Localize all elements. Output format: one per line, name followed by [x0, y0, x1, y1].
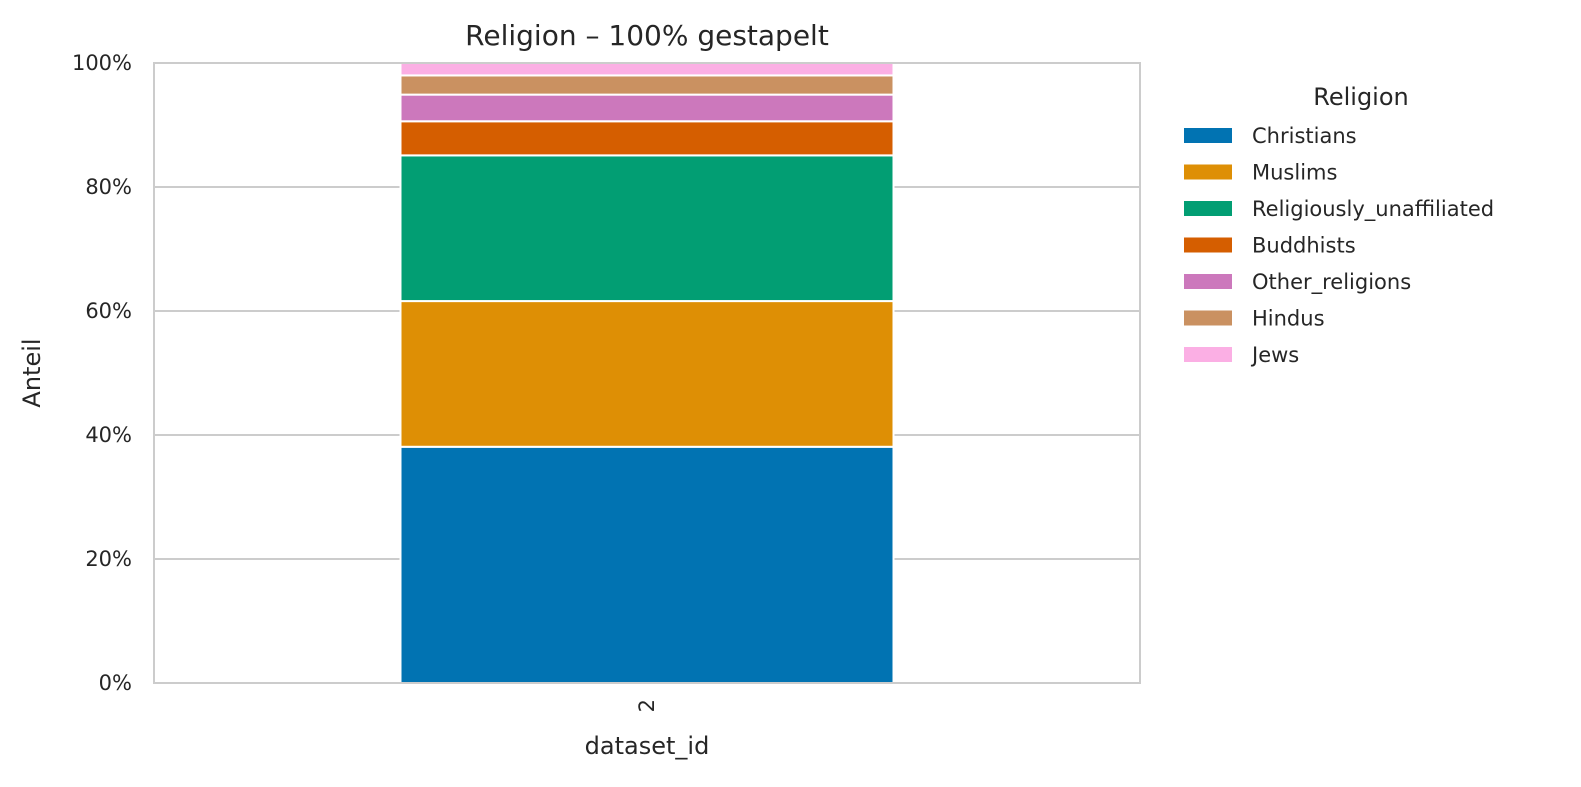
legend-label: Hindus: [1252, 307, 1325, 331]
chart-title: Religion – 100% gestapelt: [465, 19, 829, 52]
y-tick-label: 20%: [85, 547, 132, 571]
bar-segment-jews: [399, 62, 895, 77]
x-tick-label: 2: [635, 699, 659, 712]
y-tick-label: 80%: [85, 175, 132, 199]
legend-label: Muslims: [1252, 161, 1337, 185]
y-tick-label: 40%: [85, 423, 132, 447]
legend-label: Jews: [1250, 343, 1299, 367]
legend-label: Buddhists: [1252, 234, 1356, 258]
legend-label: Christians: [1252, 124, 1357, 148]
y-axis-label: Anteil: [18, 338, 46, 407]
y-tick-labels: 0% 20% 40% 60% 80% 100%: [72, 51, 132, 695]
bar-segment-hindus: [399, 74, 895, 96]
legend-swatch: [1184, 164, 1232, 180]
y-tick-label: 0%: [99, 671, 132, 695]
y-tick-label: 60%: [85, 299, 132, 323]
legend-label: Other_religions: [1252, 270, 1411, 295]
bar-stack: [399, 62, 895, 684]
x-axis-label: dataset_id: [585, 732, 710, 760]
x-tick-labels: 2: [635, 699, 659, 712]
legend-swatch: [1184, 274, 1232, 289]
bar-segment-buddhists: [399, 120, 895, 157]
legend-swatch: [1184, 128, 1232, 143]
legend-label: Religiously_unaffiliated: [1252, 197, 1494, 222]
bar-segment-christians: [399, 445, 895, 684]
legend-swatch: [1184, 310, 1232, 326]
legend-swatch: [1184, 237, 1232, 253]
legend-swatch: [1184, 201, 1232, 216]
bar-segment-muslims: [399, 300, 895, 448]
legend-title: Religion: [1313, 83, 1409, 111]
legend: Religion Christians Muslims Religiously_un…: [1184, 83, 1494, 367]
plot-frame: [153, 62, 1141, 684]
legend-swatch: [1184, 347, 1232, 362]
bar-segment-other-religions: [399, 93, 895, 123]
y-tick-label: 100%: [72, 51, 132, 75]
bar-segment-religiously-unaffiliated: [399, 154, 895, 303]
